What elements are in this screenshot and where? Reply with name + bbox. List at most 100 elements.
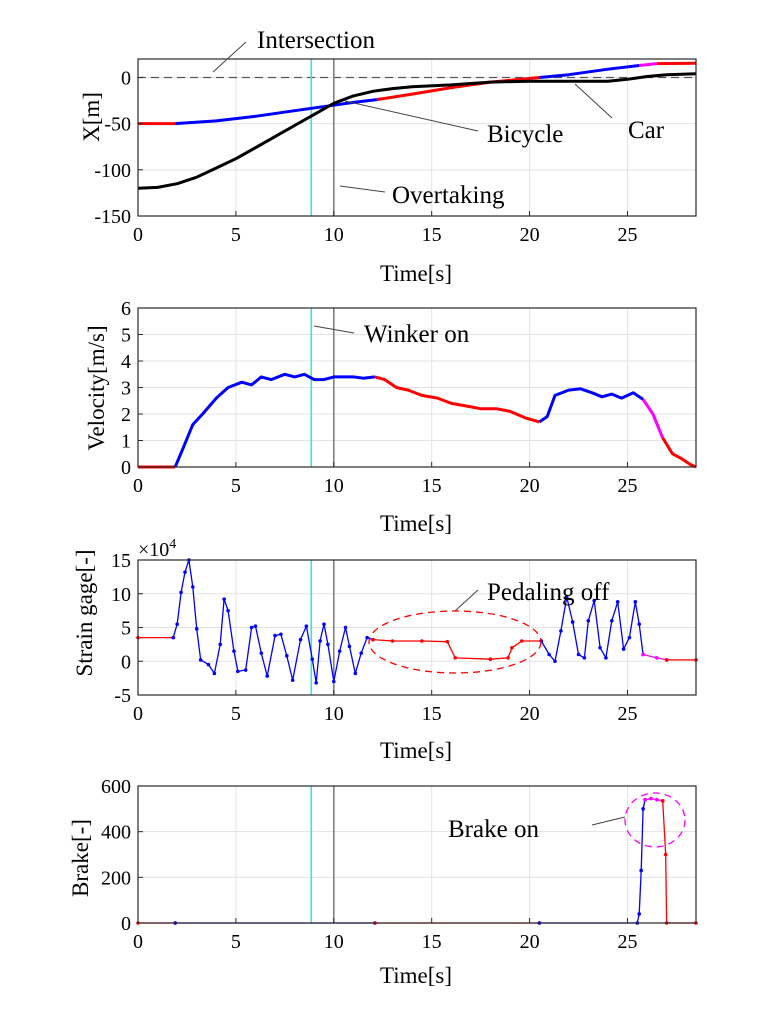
overtaking-annotation: Overtaking [392, 182, 505, 209]
strain-y-tick-label: 5 [121, 618, 131, 640]
velocity-y-tick-label: 3 [121, 378, 131, 400]
velocity-xlabel: Time[s] [380, 511, 452, 536]
strain-strain-gage-data-point [265, 674, 270, 678]
brake-brake-data-point [655, 797, 659, 802]
car-pointer [574, 83, 613, 119]
strain-strain-gage-data-point [226, 608, 230, 613]
strain-strain-gage-data-point [232, 649, 236, 653]
strain-strain-gage-data-point [298, 637, 303, 642]
strain-xlabel: Time[s] [380, 738, 452, 763]
velocity-x-tick-label: 20 [520, 475, 540, 497]
strain-strain-gage-series-line [642, 653, 667, 661]
position-x-tick-label: 15 [422, 224, 442, 246]
strain-strain-gage-data-point [582, 656, 587, 660]
brake-x-tick-label: 20 [520, 931, 540, 953]
strain-strain-gage-data-point [331, 679, 336, 684]
brake-x-tick-label: 5 [231, 931, 241, 953]
brake-x-tick-label: 25 [617, 931, 637, 953]
velocity-x-tick-label: 10 [324, 475, 344, 497]
strain-strain-gage-series-line [372, 638, 542, 660]
strain-strain-gage-data-point [559, 629, 563, 633]
position-ylabel: X[m] [79, 92, 104, 142]
strain-strain-gage-data-point [586, 618, 591, 623]
brake-brake-data-point [639, 868, 643, 873]
position-x-tick-label: 0 [133, 224, 143, 246]
strain-strain-gage-data-point [179, 590, 183, 595]
pedaling-off-pointer [454, 589, 479, 612]
position-bicycle-series-line [175, 98, 378, 126]
strain-multiplier: ×104 [138, 537, 176, 561]
strain-strain-gage-data-point [273, 633, 277, 638]
strain-strain-gage-data-point [488, 657, 493, 662]
winker-annotation: Winker on [364, 321, 470, 348]
strain-strain-gage-data-point [314, 681, 318, 685]
velocity-bicycle-series-line [641, 398, 665, 439]
brake-y-tick-label: 200 [101, 867, 131, 889]
velocity-y-tick-label: 1 [121, 431, 131, 453]
strain-strain-gage-data-point [279, 632, 283, 637]
strain-strain-gage-data-point [194, 627, 199, 631]
position-x-tick-label: 5 [231, 224, 241, 246]
position-y-tick-label: -100 [94, 160, 131, 182]
position-y-tick-label: -50 [104, 114, 131, 136]
strain-strain-gage-data-point [310, 657, 315, 662]
velocity-x-tick-label: 15 [422, 475, 442, 497]
car-annotation: Car [628, 117, 665, 144]
brake-x-tick-label: 15 [422, 931, 442, 953]
strain-x-tick-label: 20 [520, 703, 540, 725]
strain-strain-gage-data-point [390, 639, 395, 643]
position-y-tick-label: -150 [94, 206, 131, 228]
strain-x-tick-label: 25 [617, 703, 637, 725]
brake-on-annotation: Brake on [448, 816, 539, 843]
velocity-y-tick-label: 2 [121, 404, 131, 426]
velocity-ylabel: Velocity[m/s] [84, 325, 109, 450]
strain-strain-gage-data-point [453, 656, 457, 660]
strain-strain-gage-data-point [183, 570, 187, 574]
strain-strain-gage-data-point [637, 622, 642, 626]
position-y-tick-label: 0 [121, 67, 131, 89]
strain-x-tick-label: 15 [422, 703, 442, 725]
overtaking-pointer [339, 185, 386, 193]
position-xlabel: Time[s] [380, 261, 452, 286]
strain-strain-gage-data-point [175, 622, 179, 626]
brake-on-ellipse [624, 792, 686, 848]
velocity-bicycle-series-line [661, 437, 697, 469]
brake-brake-data-point [641, 807, 645, 811]
strain-strain-gage-data-point [655, 656, 659, 660]
brake-brake-series-line [662, 800, 696, 924]
strain-strain-gage-data-point [598, 645, 602, 650]
brake-axes-frame [137, 785, 697, 924]
brake-xlabel: Time[s] [380, 963, 452, 988]
strain-strain-gage-data-point [365, 635, 369, 640]
position-panel: 0 5 10 15 20 25 -150 -100 -50 0 [94, 58, 697, 246]
strain-strain-gage-data-point [592, 598, 596, 603]
strain-strain-gage-data-point [621, 647, 626, 651]
brake-panel: 0 5 10 15 20 25 0 200 400 600 [101, 776, 698, 953]
intersection-annotation: Intersection [257, 27, 376, 54]
velocity-y-tick-label: 4 [121, 351, 131, 373]
strain-strain-gage-data-point [322, 622, 326, 626]
strain-strain-gage-data-point [664, 658, 669, 662]
strain-strain-gage-data-point [576, 652, 581, 657]
strain-strain-gage-data-point [353, 671, 358, 676]
velocity-y-tick-label: 6 [121, 298, 131, 320]
strain-strain-gage-data-point [304, 624, 309, 628]
strain-strain-gage-data-point [212, 671, 217, 676]
strain-strain-gage-data-point [420, 639, 424, 643]
brake-y-tick-label: 400 [101, 822, 131, 844]
brake-on-pointer [591, 816, 626, 826]
strain-strain-gage-data-point [206, 662, 211, 667]
brake-x-tick-label: 0 [133, 931, 143, 953]
velocity-y-tick-label: 5 [121, 325, 131, 347]
strain-strain-gage-data-point [641, 652, 645, 657]
strain-strain-gage-data-point [343, 625, 348, 630]
brake-brake-data-point [643, 797, 647, 802]
strain-strain-gage-data-point [564, 595, 569, 599]
strain-strain-gage-data-point [547, 652, 551, 657]
velocity-bicycle-series-line [173, 372, 376, 468]
bicycle-annotation: Bicycle [487, 121, 563, 148]
pedaling-off-ellipse [368, 610, 542, 674]
strain-strain-gage-data-point [615, 600, 620, 604]
